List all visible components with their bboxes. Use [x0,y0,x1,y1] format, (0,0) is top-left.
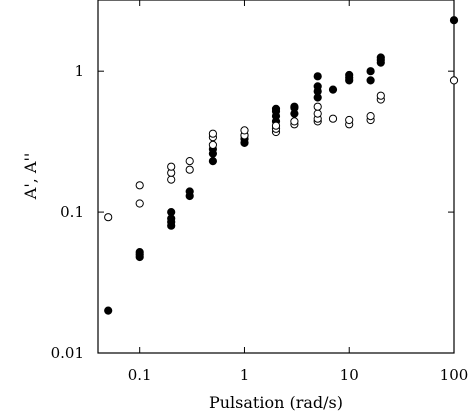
open-data-point [290,117,299,126]
x-tick-label: 10 [340,366,359,384]
open-data-point [313,109,322,118]
open-data-point [167,162,176,171]
x-axis-label: Pulsation (rad/s) [209,393,343,412]
open-data-point [328,114,338,123]
x-tick-label: 1 [240,366,250,384]
axis-tick-labels: 0.1 1 10 100 0.01 0.1 1 [51,62,469,384]
filled-data-point [208,157,217,166]
filled-data-point [366,76,375,85]
open-data-point [366,112,375,121]
open-data-point [185,165,194,174]
open-data-point [167,175,176,184]
filled-data-point [135,248,144,257]
filled-data-point [167,208,176,217]
series-filled-points [104,16,459,315]
open-data-point [313,102,322,111]
open-data-point [208,140,217,149]
filled-data-point [345,70,354,80]
axis-ticks [98,0,455,354]
open-data-point [376,91,385,100]
y-tick-label: 0.1 [60,203,84,221]
filled-data-point [366,67,375,76]
open-data-point [135,199,144,208]
x-tick-label: 100 [440,366,469,384]
filled-data-point [313,82,322,91]
open-data-point [240,126,249,135]
open-data-point [208,129,217,138]
filled-data-point [185,187,194,196]
filled-data-point [271,104,281,114]
filled-data-point [104,306,113,315]
open-data-point [345,115,354,125]
series-open-points [104,76,459,222]
filled-data-point [290,102,299,111]
y-axis-label: A', A'' [21,153,40,200]
filled-data-point [328,85,338,94]
filled-data-point [313,72,322,81]
data-points [104,16,459,315]
y-tick-label: 0.01 [51,344,84,362]
open-data-point [271,121,281,130]
filled-data-point [449,16,459,25]
open-data-point [185,157,194,166]
filled-data-point [376,53,385,62]
open-data-point [104,213,113,222]
open-data-point [135,181,144,190]
plot-frame [97,0,455,354]
y-tick-label: 1 [74,62,84,80]
x-tick-label: 0.1 [128,366,152,384]
open-data-point [449,76,459,85]
